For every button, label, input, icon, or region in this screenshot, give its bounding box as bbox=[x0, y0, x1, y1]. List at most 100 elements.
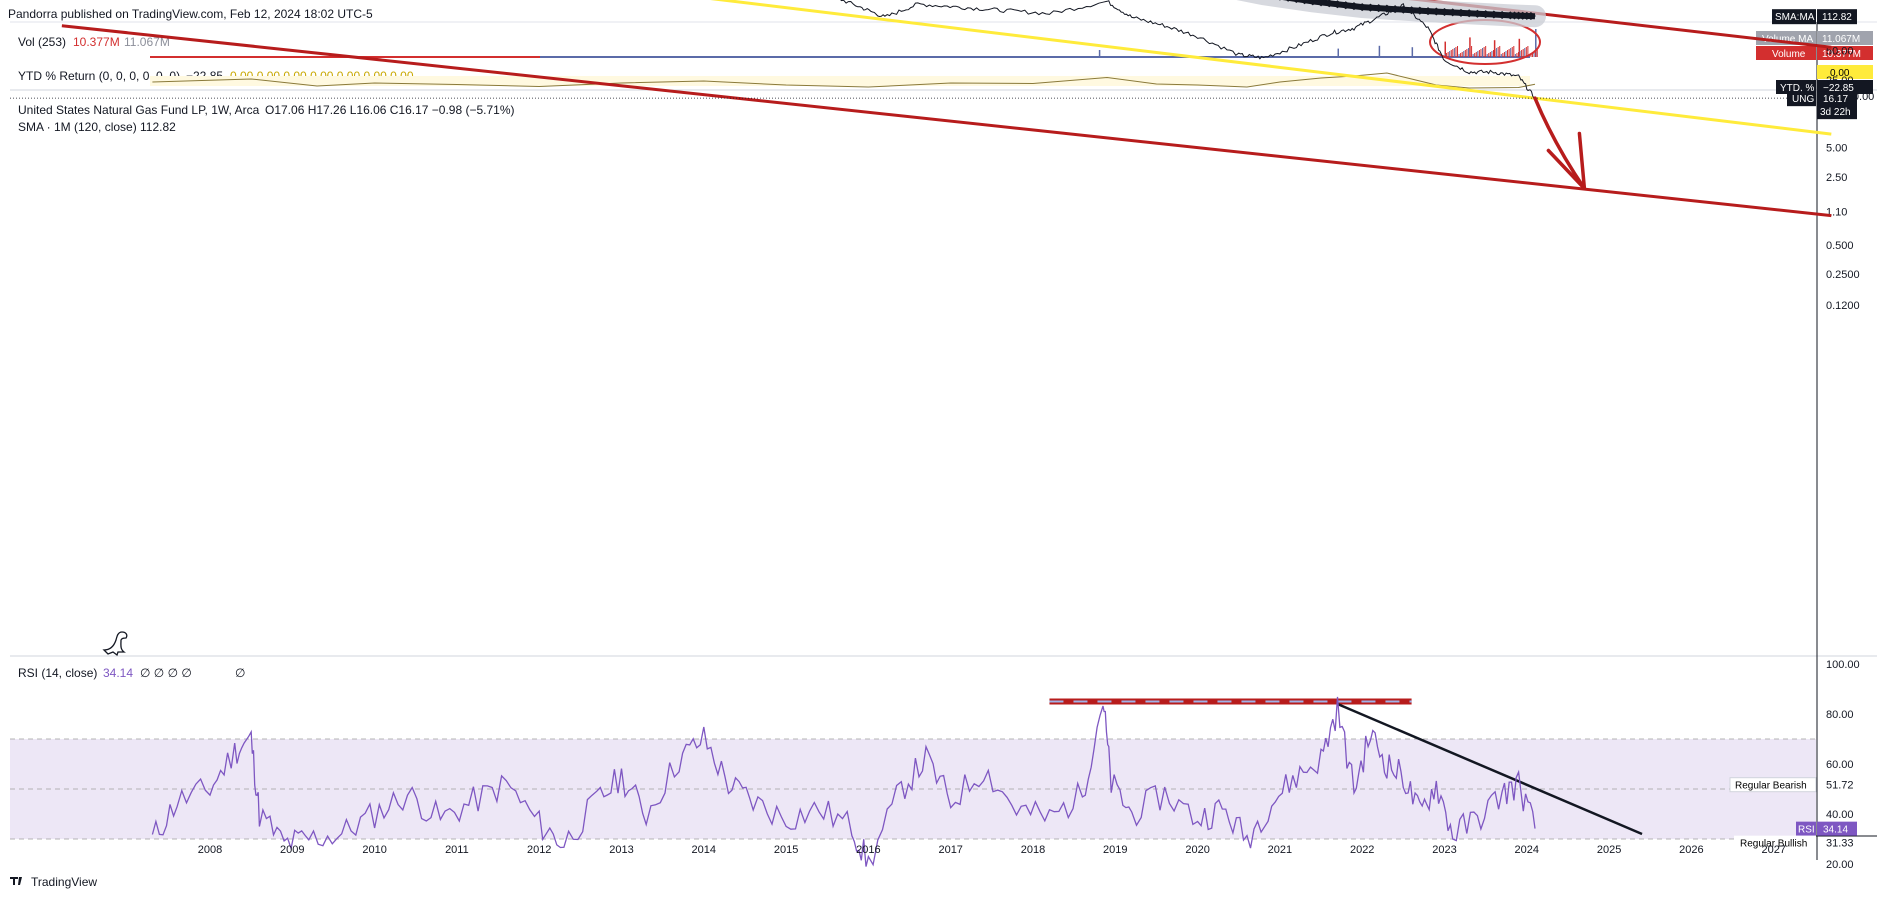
time-axis-label: 2022 bbox=[1350, 844, 1374, 856]
volume-bar bbox=[1475, 52, 1477, 57]
sma-price-tag: SMA:MA 112.82 bbox=[1772, 9, 1857, 25]
ung-tag-value: 16.17 bbox=[1823, 94, 1848, 105]
price-axis-label: 2.50 bbox=[1826, 172, 1847, 184]
time-axis[interactable]: 2008 2009 2010 2011 2012 2013 2014 2015 2016 2017… bbox=[198, 844, 1786, 856]
volume-bar bbox=[1337, 48, 1340, 57]
volume-bar bbox=[1480, 49, 1482, 57]
price-axis-label: 0.1200 bbox=[1826, 300, 1860, 312]
time-axis-label: 2008 bbox=[198, 844, 222, 856]
volume-bar bbox=[1503, 52, 1505, 57]
bullish-value: 31.33 bbox=[1826, 838, 1854, 850]
sma-point bbox=[1464, 9, 1475, 18]
volume-bar bbox=[1535, 29, 1537, 57]
rsi-annotations bbox=[1049, 698, 1643, 836]
volume-bar bbox=[1508, 49, 1510, 57]
sma-point bbox=[1423, 7, 1434, 16]
volume-tag-value: 10.377M bbox=[1822, 49, 1861, 60]
sma-point bbox=[1480, 10, 1491, 19]
time-axis-label: 2027 bbox=[1761, 844, 1785, 856]
time-axis-label: 2015 bbox=[774, 844, 798, 856]
rsi-axis-label: 40.00 bbox=[1826, 809, 1854, 821]
price-axis-label: 1.10 bbox=[1826, 207, 1847, 219]
volume-bar bbox=[1378, 45, 1381, 57]
volume-bar bbox=[1483, 47, 1485, 57]
time-axis-label: 2026 bbox=[1679, 844, 1703, 856]
main-legend: United States Natural Gas Fund LP, 1W, A… bbox=[18, 103, 260, 117]
ung-tag-countdown: 3d 22h bbox=[1820, 107, 1851, 118]
time-axis-label: 2017 bbox=[938, 844, 962, 856]
volume-bar bbox=[1452, 49, 1454, 57]
volume-bars bbox=[1098, 29, 1538, 57]
ytd-zero-tag: 0.00 bbox=[1817, 65, 1873, 79]
volume-bar bbox=[1464, 50, 1466, 57]
sma-point bbox=[1447, 8, 1458, 17]
volume-bar bbox=[1521, 50, 1523, 57]
rsi-axis-label: 80.00 bbox=[1826, 709, 1854, 721]
volume-bar bbox=[1511, 47, 1513, 57]
ytd-line bbox=[152, 72, 1536, 89]
rsi-axis-label: 100.00 bbox=[1826, 659, 1860, 671]
volume-bar bbox=[1527, 46, 1529, 57]
time-axis-label: 2010 bbox=[362, 844, 386, 856]
rsi-axis[interactable]: 100.00 80.00 60.00 40.00 20.00 bbox=[1826, 659, 1860, 871]
sma-point bbox=[1381, 4, 1392, 13]
sma-point bbox=[1439, 7, 1450, 16]
brand-name: TradingView bbox=[31, 875, 97, 889]
volume-bar bbox=[1518, 38, 1521, 57]
volume-tag-label: Volume bbox=[1772, 49, 1806, 60]
volume-bar bbox=[1497, 47, 1499, 57]
rsi-nulls: ∅ ∅ ∅ ∅ bbox=[140, 666, 192, 680]
volume-bar bbox=[1447, 52, 1449, 57]
volume-bar bbox=[1458, 54, 1460, 57]
sma-point bbox=[1525, 12, 1536, 21]
ung-tag-label: UNG bbox=[1792, 94, 1814, 105]
sma-point bbox=[1431, 7, 1442, 16]
sma-point bbox=[1488, 10, 1499, 19]
ytd-label: YTD % Return (0, 0, 0, 0, 0, 0) bbox=[18, 69, 180, 83]
volume-bar bbox=[1444, 41, 1446, 57]
volume-bar bbox=[1411, 47, 1414, 57]
sma-point bbox=[1324, 0, 1335, 8]
volume-bar bbox=[1532, 52, 1534, 57]
price-axis[interactable]: 20000.0010000.005000.002500.001100.00500… bbox=[1826, 0, 1872, 313]
ytd-tag-value: −22.85 bbox=[1823, 83, 1854, 94]
volume-bar bbox=[1505, 51, 1507, 57]
sma-point bbox=[1373, 4, 1384, 13]
price-line bbox=[840, 0, 1536, 99]
forecast-arrow bbox=[1533, 96, 1587, 191]
rsi-axis-label: 60.00 bbox=[1826, 759, 1854, 771]
rsi-tags: Regular Bearish 51.72 RSI 34.14 Regular … bbox=[1729, 777, 1857, 850]
volume-ma-tag-label: Volume MA bbox=[1762, 34, 1813, 45]
volume-bar bbox=[1471, 46, 1473, 57]
price-axis-label: 0.500 bbox=[1826, 240, 1854, 252]
price-axis-label: 50.00 bbox=[1826, 46, 1854, 58]
dinosaur-icon bbox=[102, 631, 128, 657]
time-axis-label: 2009 bbox=[280, 844, 304, 856]
sma-point bbox=[1348, 2, 1359, 11]
sma-point bbox=[1390, 5, 1401, 14]
volume-bar bbox=[1492, 50, 1494, 57]
sma-point bbox=[1455, 8, 1466, 17]
volume-bar bbox=[1489, 52, 1491, 57]
ytd-zero-tag-value: 0.00 bbox=[1830, 68, 1850, 79]
rsi-line bbox=[151, 696, 1536, 867]
volume-bar bbox=[1478, 50, 1480, 57]
volume-bar bbox=[1517, 52, 1519, 57]
bullish-label: Regular Bullish bbox=[1740, 839, 1807, 850]
volume-ma-tag-value: 11.067M bbox=[1822, 34, 1860, 45]
volume-bar bbox=[1522, 49, 1524, 57]
rsi-trendline bbox=[1337, 702, 1643, 836]
rsi-label: RSI (14, close) bbox=[18, 666, 97, 680]
price-axis-label: 5.00 bbox=[1826, 143, 1847, 155]
time-axis-label: 2023 bbox=[1432, 844, 1456, 856]
volume-value: 10.377M bbox=[73, 35, 120, 49]
time-axis-label: 2021 bbox=[1268, 844, 1292, 856]
time-axis-label: 2016 bbox=[856, 844, 880, 856]
sma-tag-label: SMA:MA bbox=[1775, 12, 1815, 23]
volume-bar bbox=[1446, 53, 1448, 57]
volume-label: Vol (253) bbox=[18, 35, 66, 49]
volume-bar bbox=[1525, 47, 1527, 57]
forecast-arrow-head bbox=[1546, 131, 1587, 191]
price-axis-label: 0.2500 bbox=[1826, 269, 1860, 281]
